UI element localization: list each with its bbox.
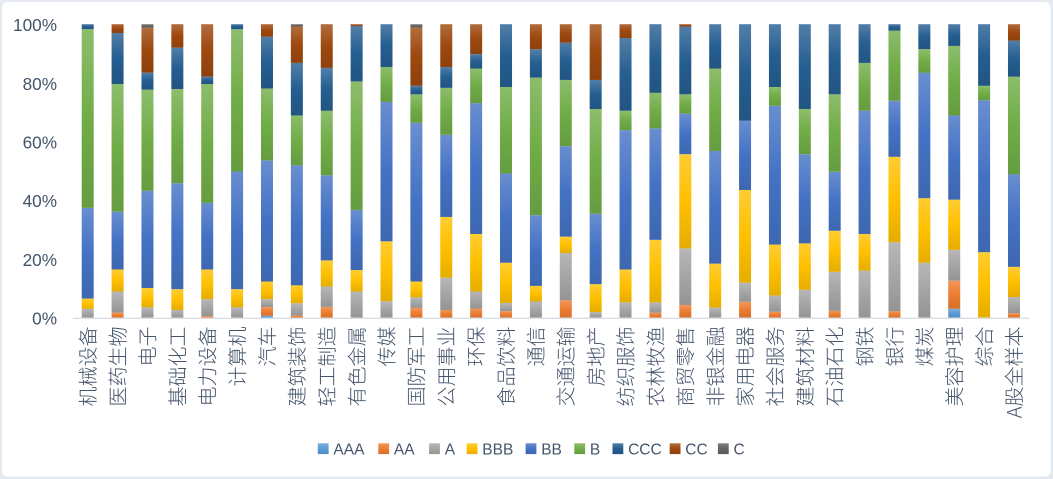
svg-text:80%: 80% — [23, 74, 57, 94]
svg-text:0%: 0% — [32, 309, 57, 329]
svg-text:BBB: BBB — [482, 441, 513, 458]
svg-text:60%: 60% — [23, 133, 57, 153]
svg-text:100%: 100% — [13, 15, 57, 35]
svg-text:CC: CC — [685, 441, 707, 458]
svg-text:BB: BB — [541, 441, 562, 458]
svg-text:B: B — [590, 441, 600, 458]
svg-text:AA: AA — [394, 441, 415, 458]
svg-text:20%: 20% — [23, 250, 57, 270]
svg-text:40%: 40% — [23, 191, 57, 211]
svg-text:C: C — [734, 441, 745, 458]
svg-text:AAA: AAA — [333, 441, 365, 458]
svg-text:A: A — [445, 441, 456, 458]
svg-text:CCC: CCC — [628, 441, 662, 458]
